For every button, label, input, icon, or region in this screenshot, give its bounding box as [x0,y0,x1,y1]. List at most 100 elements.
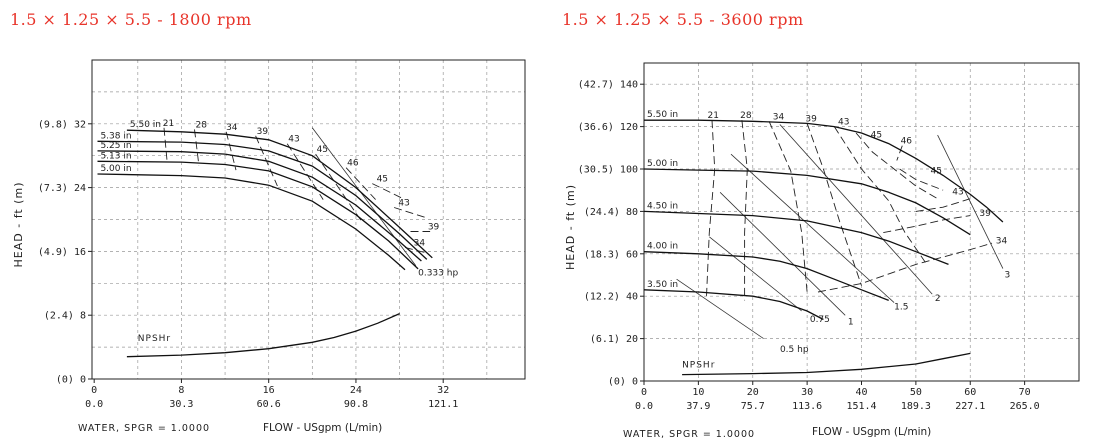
efficiency-line [315,153,362,222]
efficiency-label: 34 [996,236,1008,246]
efficiency-label: 34 [773,112,785,122]
efficiency-line [393,207,427,219]
efficiency-line [833,126,928,265]
efficiency-line [806,123,862,286]
head-curve [643,210,949,266]
efficiency-label: 43 [952,188,963,198]
x-tick-label: 40 [855,387,867,398]
x-tick-label: 24 [350,385,362,396]
power-label: 0.75 [810,315,830,325]
y-tick-label: (24.4) 80 [584,207,638,218]
y-axis-title: HEAD - ft (m) [564,184,577,270]
power-label: 1 [848,317,854,327]
x-tick-label: 50 [910,387,922,398]
x-axis-title: FLOW - USgpm (L/min) [812,426,932,438]
power-label: 1.5 [894,302,908,312]
x-tick-label: 10 [692,387,704,398]
impeller-label: 4.50 in [647,201,678,211]
head-curve [97,160,419,270]
pump-curve-chart-3600: (0) 0 (6.1) 20 (12.2) 40 (18.3) 60 (24.4) 80… [564,62,1080,412]
head-curve [126,129,433,259]
y-tick-label: (12.2) 40 [584,292,638,303]
efficiency-line [372,183,406,201]
power-line [730,153,895,303]
power-label: 3 [1005,271,1011,281]
x-tick-label: 32 [437,385,449,396]
efficiency-line [706,120,716,297]
impeller-label: 5.00 in [100,164,131,174]
power-line [937,134,1004,269]
efficiency-label: 46 [347,159,359,169]
impeller-label: 5.13 in [100,151,131,161]
x-tick-label-lpm: 0.0 [635,401,653,412]
x-tick-label-lpm: 0.0 [85,399,103,410]
chart-panel-3600: 1.5 × 1.25 × 5.5 - 3600 rpm (0) 0 (6.1) 2… [552,0,1117,446]
x-tick-label: 0 [641,387,647,398]
x-tick-label-lpm: 60.6 [257,399,281,410]
efficiency-label: 39 [257,127,269,137]
efficiency-line [163,127,168,164]
npshr-label: NPSHr [138,334,171,344]
efficiency-label: 21 [163,119,174,129]
head-curve [97,173,406,271]
y-tick-label: (18.3) 60 [584,249,638,260]
efficiency-label: 45 [377,175,388,185]
efficiency-label: 39 [979,209,991,219]
npshr-label: NPSHr [682,361,715,371]
efficiency-line [741,120,748,301]
impeller-label: 5.00 in [647,159,678,169]
efficiency-line [194,129,200,166]
x-tick-label-lpm: 121.1 [428,399,458,410]
y-tick-label: (4.9) 16 [38,247,86,258]
power-line [311,127,417,267]
plot-frame [91,59,526,380]
power-label: 0.333 hp [418,269,458,279]
efficiency-label: 21 [708,111,719,121]
x-axis-title: FLOW - USgpm (L/min) [263,422,383,434]
head-curve [643,168,971,236]
head-curve [682,352,971,376]
head-curve [643,251,889,302]
efficiency-line [915,198,971,212]
y-tick-label: (30.5) 100 [578,165,638,176]
efficiency-label: 43 [398,199,409,209]
y-tick-label: (9.8) 32 [38,119,86,130]
impeller-label: 4.00 in [647,242,678,252]
chart-title: 1.5 × 1.25 × 5.5 - 3600 rpm [562,10,804,29]
y-tick-label: (6.1) 20 [590,334,638,345]
efficiency-line [768,121,808,293]
impeller-label: 5.50 in [647,110,678,120]
pump-curve-chart-1800: (0) 0 (2.4) 8 (4.9) 16 (7.3) 24 (9.8) 32 0 0.0… [12,59,526,410]
x-tick-label-lpm: 265.0 [1010,401,1040,412]
head-curve [97,150,422,262]
power-label: 2 [935,294,941,304]
fluid-note: WATER, SPGR = 1.0000 [78,423,211,434]
power-label: 0.5 hp [780,345,809,355]
y-axis-title: HEAD - ft (m) [12,182,25,268]
x-tick-label-lpm: 189.3 [901,401,931,412]
x-tick-label-lpm: 90.8 [344,399,368,410]
y-tick-label: (2.4) 8 [44,311,86,322]
impeller-label: 5.38 in [100,131,131,141]
efficiency-line [345,167,376,200]
chart-title: 1.5 × 1.25 × 5.5 - 1800 rpm [10,10,252,29]
efficiency-label: 39 [805,114,817,124]
chart-panel-1800: 1.5 × 1.25 × 5.5 - 1800 rpm (0) 0 (2.4) 8… [0,0,552,446]
efficiency-label: 28 [196,120,208,130]
efficiency-line [899,168,944,191]
head-curve [126,313,400,358]
x-tick-label: 0 [91,385,97,396]
efficiency-line [404,246,427,254]
x-tick-label: 60 [964,387,976,398]
y-tick-label: (36.6) 120 [578,122,638,133]
efficiency-line [225,131,237,171]
impeller-label: 3.50 in [647,280,678,290]
efficiency-line [896,145,903,161]
head-curve [97,140,428,260]
efficiency-label: 34 [226,123,238,133]
y-tick-label: (42.7) 140 [578,80,638,91]
y-tick-label: (7.3) 24 [38,183,86,194]
efficiency-line [817,242,993,293]
head-curve [643,289,824,321]
y-tick-label: (0) 0 [56,375,86,386]
